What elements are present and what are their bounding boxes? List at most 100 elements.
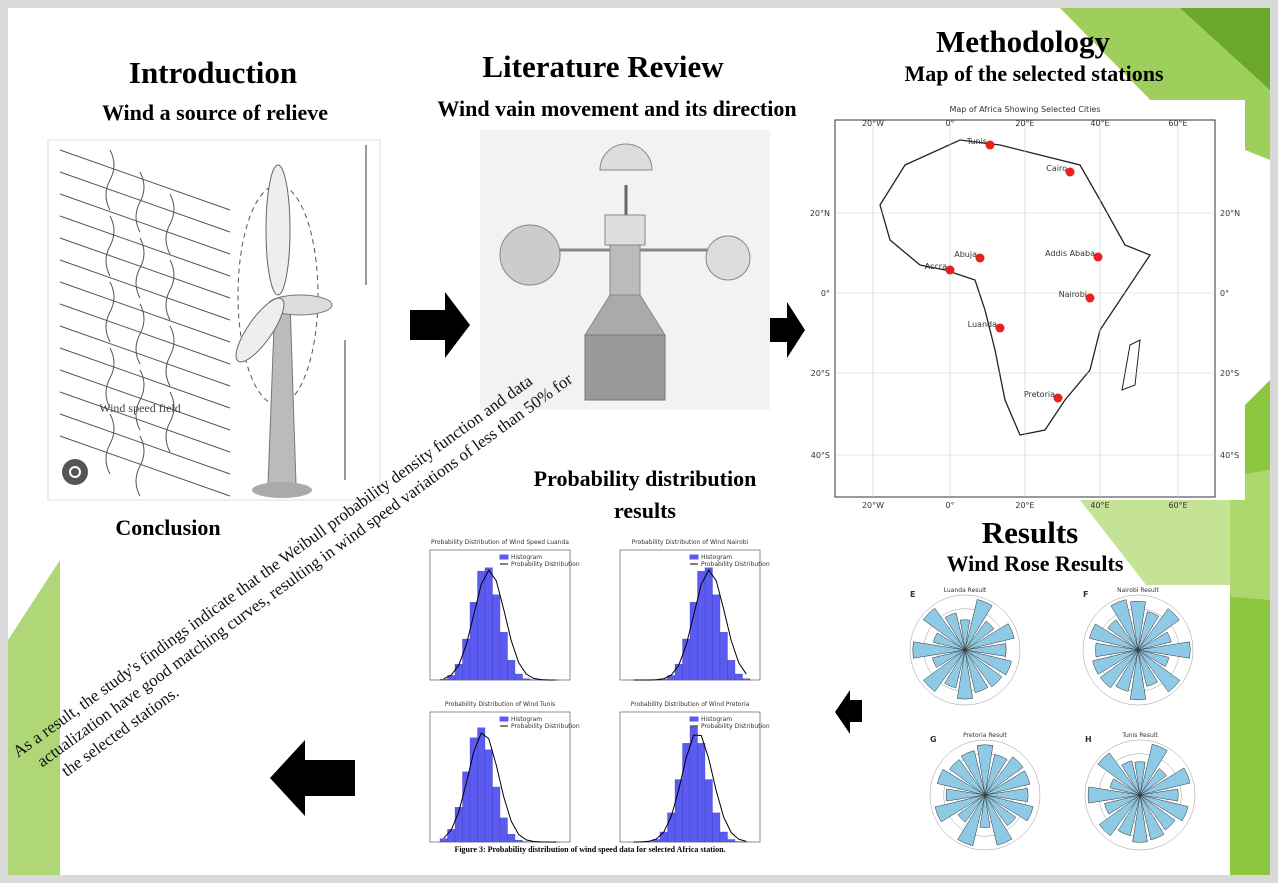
decoration: [8, 560, 60, 875]
rose-petal: [1137, 649, 1158, 687]
hist-bar: [704, 567, 713, 681]
rose-petal: [1115, 649, 1139, 692]
wind-line: [59, 171, 231, 233]
rose-petal: [984, 770, 1031, 796]
rose-petal: [1134, 761, 1146, 796]
subheading: Probability distribution: [534, 466, 757, 491]
arrow: [270, 740, 355, 816]
rose-petal: [984, 756, 1024, 796]
rose-petal: [979, 794, 991, 828]
axis-label: 0°: [945, 119, 954, 128]
hist-bar: [439, 838, 448, 843]
wind-wave: [105, 281, 115, 343]
wind-wave: [165, 325, 175, 387]
wind-rose-panel: [893, 585, 1230, 863]
rose-petal: [957, 794, 986, 847]
axis-label: 20°E: [1015, 501, 1034, 510]
axis-label: 0°: [1220, 289, 1229, 298]
hist-bar: [477, 570, 486, 681]
hist-bar: [719, 632, 728, 681]
hist-bar: [514, 673, 523, 681]
rose-ring: [929, 739, 1041, 851]
legend-swatch: [499, 716, 509, 722]
anemometer-figure: [480, 130, 770, 410]
rose-petal: [964, 620, 995, 651]
city-marker: [1093, 252, 1103, 262]
axis-label: 20°S: [1220, 369, 1239, 378]
decoration: [1080, 470, 1270, 600]
rose-petal: [1132, 794, 1148, 843]
rose-petal: [923, 649, 966, 692]
rose-petal: [936, 768, 986, 796]
city-marker: [1053, 393, 1063, 403]
figure-label: Wind speed field: [99, 401, 181, 415]
panel-title: Probability Distribution of Wind Pretori…: [631, 701, 750, 708]
rose-petal: [960, 619, 970, 651]
rose-petal: [1089, 623, 1139, 651]
panel-title: Luanda Result: [944, 587, 987, 594]
panel-title: Pretoria Result: [963, 732, 1007, 739]
wind-line: [59, 413, 231, 475]
heading: Introduction: [129, 55, 297, 90]
wind-wave: [105, 413, 115, 475]
rose-petal: [957, 794, 986, 823]
wind-wave: [105, 149, 115, 211]
caption: Figure 3: Probability distribution of wi…: [454, 845, 725, 854]
rose-petal: [984, 788, 1029, 802]
axis-label: 40°S: [1220, 451, 1239, 460]
subheading: results: [614, 498, 676, 523]
subheading: Wind vain movement and its direction: [437, 96, 796, 121]
axis-label: 20°N: [810, 209, 830, 218]
rose-petal: [1139, 794, 1189, 822]
rose-petal: [964, 649, 1012, 676]
rose-petal: [1139, 794, 1176, 831]
panel-title: Nairobi Result: [1117, 587, 1159, 594]
city-marker: [1085, 293, 1095, 303]
wind-line: [59, 325, 231, 387]
city-marker: [985, 140, 995, 150]
rose-petal: [964, 623, 1015, 651]
rose-petal: [1130, 600, 1146, 651]
hist-bar: [697, 570, 706, 681]
axis-label: 60°E: [1168, 119, 1187, 128]
legend-label: Histogram: [701, 554, 732, 561]
wind-wave: [105, 215, 115, 277]
city-label: Cairo: [1046, 164, 1067, 173]
hist-bar: [727, 839, 736, 843]
rose-petal: [1137, 611, 1160, 651]
rose-petal: [1139, 768, 1167, 796]
panel-title: Probability Distribution of Wind Nairobi: [632, 539, 749, 546]
rose-petal: [957, 649, 973, 700]
wind-wave: [135, 171, 145, 233]
rose-petal: [1109, 778, 1141, 796]
legend-swatch: [689, 554, 699, 560]
rose-petal: [1121, 760, 1141, 796]
legend-label: Probability Distribution: [511, 723, 580, 730]
wind-line: [59, 259, 231, 321]
axis-label: 60°E: [1168, 501, 1187, 510]
rose-petal: [932, 632, 966, 651]
rose-ring: [1082, 594, 1194, 706]
rose-petal: [945, 788, 986, 802]
axis-label: 40°E: [1090, 119, 1109, 128]
hist-bar: [659, 831, 668, 843]
hist-bar: [499, 817, 508, 843]
rose-petal: [922, 607, 966, 651]
axis-label: 0°: [945, 501, 954, 510]
wind-wave: [165, 259, 175, 321]
city-marker: [995, 323, 1005, 333]
wind-wave: [165, 193, 175, 255]
axis-label: 20°W: [862, 119, 884, 128]
axis-label: 0°: [821, 289, 830, 298]
panel-letter: E: [910, 590, 915, 599]
axis-label: 40°S: [811, 451, 830, 460]
hist-bar: [507, 660, 516, 681]
hist-bar: [439, 678, 448, 681]
rose-petal: [934, 794, 986, 823]
heading: Results: [982, 515, 1078, 550]
heading: Methodology: [936, 24, 1110, 59]
pdf-curve: [633, 569, 747, 681]
rose-petal: [944, 612, 966, 651]
wind-line: [59, 369, 231, 431]
